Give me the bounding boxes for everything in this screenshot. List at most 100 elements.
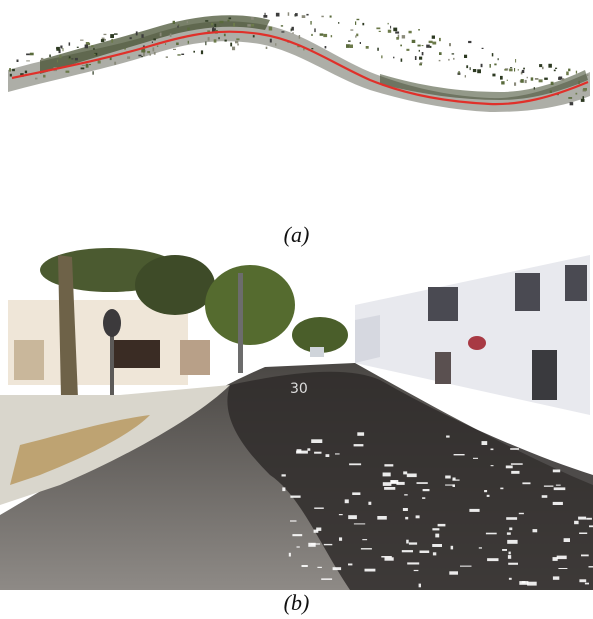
point-speck xyxy=(177,54,181,56)
gap-speck xyxy=(432,552,437,556)
sidewalk-grass xyxy=(0,385,230,505)
gap-speck xyxy=(384,487,396,490)
gap-speck xyxy=(490,448,494,451)
gap-speck xyxy=(563,538,570,542)
point-speck xyxy=(60,45,63,49)
gap-speck xyxy=(314,451,322,454)
point-speck xyxy=(58,49,61,54)
point-speck xyxy=(362,22,365,26)
point-speck xyxy=(35,77,38,80)
dry-grass xyxy=(10,415,150,485)
point-speck xyxy=(218,37,220,40)
point-speck xyxy=(207,30,210,33)
gap-speck xyxy=(403,471,408,475)
point-speck xyxy=(558,77,562,80)
point-speck xyxy=(9,73,12,77)
point-speck xyxy=(521,69,525,73)
point-speck xyxy=(12,68,15,72)
point-speck xyxy=(200,50,204,55)
gap-speck xyxy=(390,480,399,484)
point-speck xyxy=(526,76,528,79)
gap-speck xyxy=(566,447,579,451)
point-speck xyxy=(509,68,513,72)
gap-speck xyxy=(353,444,364,447)
point-speck xyxy=(494,63,497,66)
point-speck xyxy=(235,40,239,44)
point-speck xyxy=(292,32,294,34)
gap-speck xyxy=(484,490,488,493)
gap-speck xyxy=(508,577,512,580)
road-shadow xyxy=(227,371,593,590)
point-speck xyxy=(91,45,94,48)
gap-speck xyxy=(519,431,527,434)
point-speck xyxy=(464,75,466,78)
gap-speck xyxy=(405,516,409,520)
point-speck xyxy=(67,58,72,60)
point-speck xyxy=(280,25,284,27)
point-speck xyxy=(88,42,91,46)
point-speck xyxy=(514,68,516,72)
gap-speck xyxy=(432,544,442,547)
gap-speck xyxy=(473,457,478,459)
gap-speck xyxy=(505,465,513,469)
point-speck xyxy=(562,78,565,81)
gap-speck xyxy=(362,539,368,541)
point-speck xyxy=(497,58,499,61)
gap-speck xyxy=(307,448,311,451)
point-speck xyxy=(165,56,168,58)
point-speck xyxy=(169,33,172,37)
point-speck xyxy=(138,54,142,57)
point-speck xyxy=(275,43,277,46)
point-speck xyxy=(187,40,189,44)
panel-b: 30 xyxy=(0,245,593,590)
point-speck xyxy=(523,67,525,70)
distant-car xyxy=(310,347,324,357)
gap-speck xyxy=(317,566,322,568)
point-cloud-foliage xyxy=(380,70,588,100)
point-speck xyxy=(100,39,105,43)
point-speck xyxy=(205,41,207,46)
point-speck xyxy=(481,47,484,49)
point-speck xyxy=(230,42,233,47)
point-speck xyxy=(24,70,28,74)
gap-speck xyxy=(509,440,513,444)
point-speck xyxy=(114,33,118,35)
point-speck xyxy=(359,42,361,44)
gap-speck xyxy=(301,565,308,567)
point-speck xyxy=(251,24,255,27)
gap-speck xyxy=(509,527,513,531)
gap-speck xyxy=(469,508,480,512)
point-speck xyxy=(104,38,106,41)
gap-speck xyxy=(508,551,511,555)
gap-speck xyxy=(290,495,301,498)
point-speck xyxy=(298,35,301,39)
gap-speck xyxy=(348,515,357,520)
point-speck xyxy=(68,56,71,59)
caption-a: (a) xyxy=(283,222,310,247)
gap-speck xyxy=(507,555,512,559)
point-speck xyxy=(227,19,230,22)
point-speck xyxy=(510,67,513,69)
point-speck xyxy=(84,44,88,49)
point-speck xyxy=(247,24,251,27)
gap-speck xyxy=(437,523,446,527)
gap-speck xyxy=(552,501,563,505)
point-speck xyxy=(159,32,162,37)
lamp-post xyxy=(238,273,243,373)
gap-speck xyxy=(338,514,343,516)
point-speck xyxy=(156,45,159,47)
point-speck xyxy=(310,21,312,25)
point-speck xyxy=(223,33,226,37)
point-speck xyxy=(542,66,544,70)
point-speck xyxy=(324,46,327,49)
point-speck xyxy=(143,52,145,57)
point-speck xyxy=(439,52,442,55)
point-speck xyxy=(26,53,30,56)
trajectory-point-cloud-image xyxy=(8,12,590,113)
gap-speck xyxy=(556,555,567,560)
point-speck xyxy=(141,34,144,38)
point-speck xyxy=(114,61,117,65)
point-speck xyxy=(587,74,589,76)
point-speck xyxy=(16,59,19,62)
point-speck xyxy=(295,13,298,17)
